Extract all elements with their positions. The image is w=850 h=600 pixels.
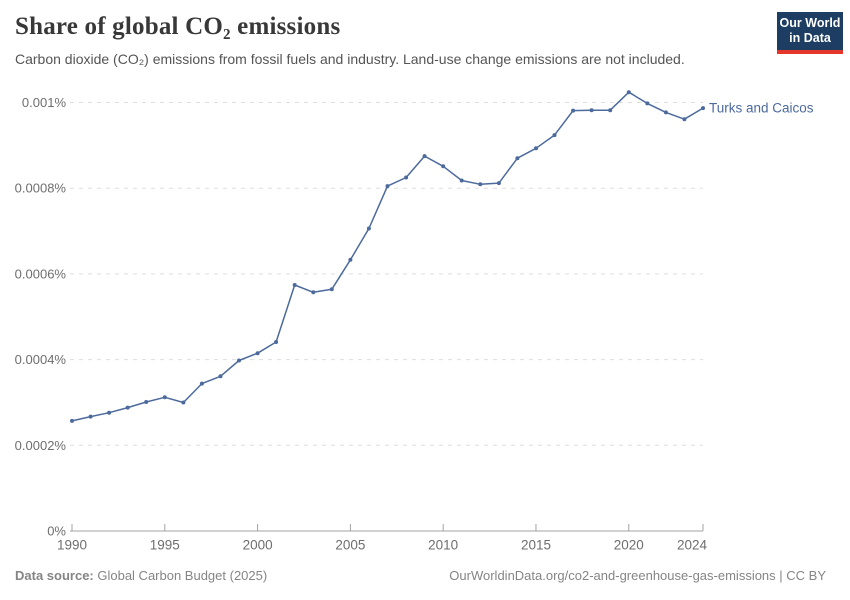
series-point[interactable] (663, 110, 668, 115)
x-tick-label: 2000 (243, 538, 273, 553)
series-point[interactable] (459, 178, 464, 183)
entity-label[interactable]: Turks and Caicos (709, 101, 814, 116)
series-point[interactable] (70, 418, 74, 423)
series-point[interactable] (496, 181, 501, 186)
data-source: Data source: Global Carbon Budget (2025) (15, 568, 267, 583)
owid-logo[interactable]: Our World in Data (777, 12, 843, 54)
series-point[interactable] (385, 184, 390, 189)
y-tick-label: 0.0008% (15, 181, 67, 196)
series-point[interactable] (404, 175, 409, 180)
series-line[interactable] (71, 91, 704, 422)
series-point[interactable] (534, 146, 538, 151)
x-tick-label: 1995 (150, 538, 180, 553)
series-point[interactable] (125, 405, 130, 410)
x-tick-label: 2010 (428, 538, 458, 553)
series-point[interactable] (107, 410, 112, 415)
y-tick-label: 0.0006% (15, 266, 67, 281)
owid-logo-text-line2: in Data (789, 31, 831, 46)
series-point[interactable] (274, 340, 279, 344)
series-point[interactable] (608, 108, 613, 113)
series-point[interactable] (441, 164, 446, 169)
series-point[interactable] (589, 108, 594, 113)
x-tick-label: 2020 (614, 538, 644, 553)
series-point[interactable] (422, 154, 427, 159)
x-tick-label: 2005 (335, 538, 365, 553)
series-point[interactable] (366, 226, 371, 231)
x-tick-label: 1990 (57, 538, 87, 553)
series-point[interactable] (218, 374, 223, 379)
y-tick-label: 0.001% (22, 95, 67, 110)
series-point[interactable] (88, 414, 93, 419)
y-tick-label: 0.0004% (15, 352, 67, 367)
series-point[interactable] (348, 257, 353, 262)
series-point[interactable] (199, 381, 204, 386)
series-point[interactable] (682, 117, 687, 122)
line-chart[interactable]: 0% 0.0002% 0.0004% 0.0006% 0.0008% 0.001% 1990… (0, 80, 850, 560)
page-title: Share of global CO₂ emissions (15, 13, 341, 40)
series-point[interactable] (626, 90, 631, 95)
series-point[interactable] (181, 400, 186, 405)
series-point[interactable] (478, 182, 483, 187)
series-point[interactable] (552, 133, 557, 138)
series-point[interactable] (571, 108, 576, 113)
series-point[interactable] (311, 290, 316, 295)
y-tick-label: 0% (47, 524, 66, 539)
series-point[interactable] (515, 156, 520, 161)
series-point[interactable] (701, 106, 705, 111)
x-tick-label: 2024 (677, 538, 708, 553)
series-point[interactable] (645, 101, 650, 106)
series-point[interactable] (329, 287, 334, 292)
series-point[interactable] (237, 358, 241, 363)
data-source-label: Data source: (15, 568, 94, 583)
series-point[interactable] (255, 351, 260, 356)
data-source-value: Global Carbon Budget (2025) (93, 568, 268, 583)
x-tick-label: 2015 (521, 538, 551, 553)
footer-license-link[interactable]: OurWorldinData.org/co2-and-greenhouse-ga… (449, 568, 826, 583)
chart-subtitle: Carbon dioxide (CO₂) emissions from foss… (15, 51, 685, 67)
owid-logo-text-line1: Our World (779, 16, 841, 30)
y-tick-label: 0.0002% (15, 438, 67, 453)
series-point[interactable] (144, 400, 149, 404)
series-point[interactable] (292, 283, 297, 287)
series-point[interactable] (162, 395, 167, 400)
